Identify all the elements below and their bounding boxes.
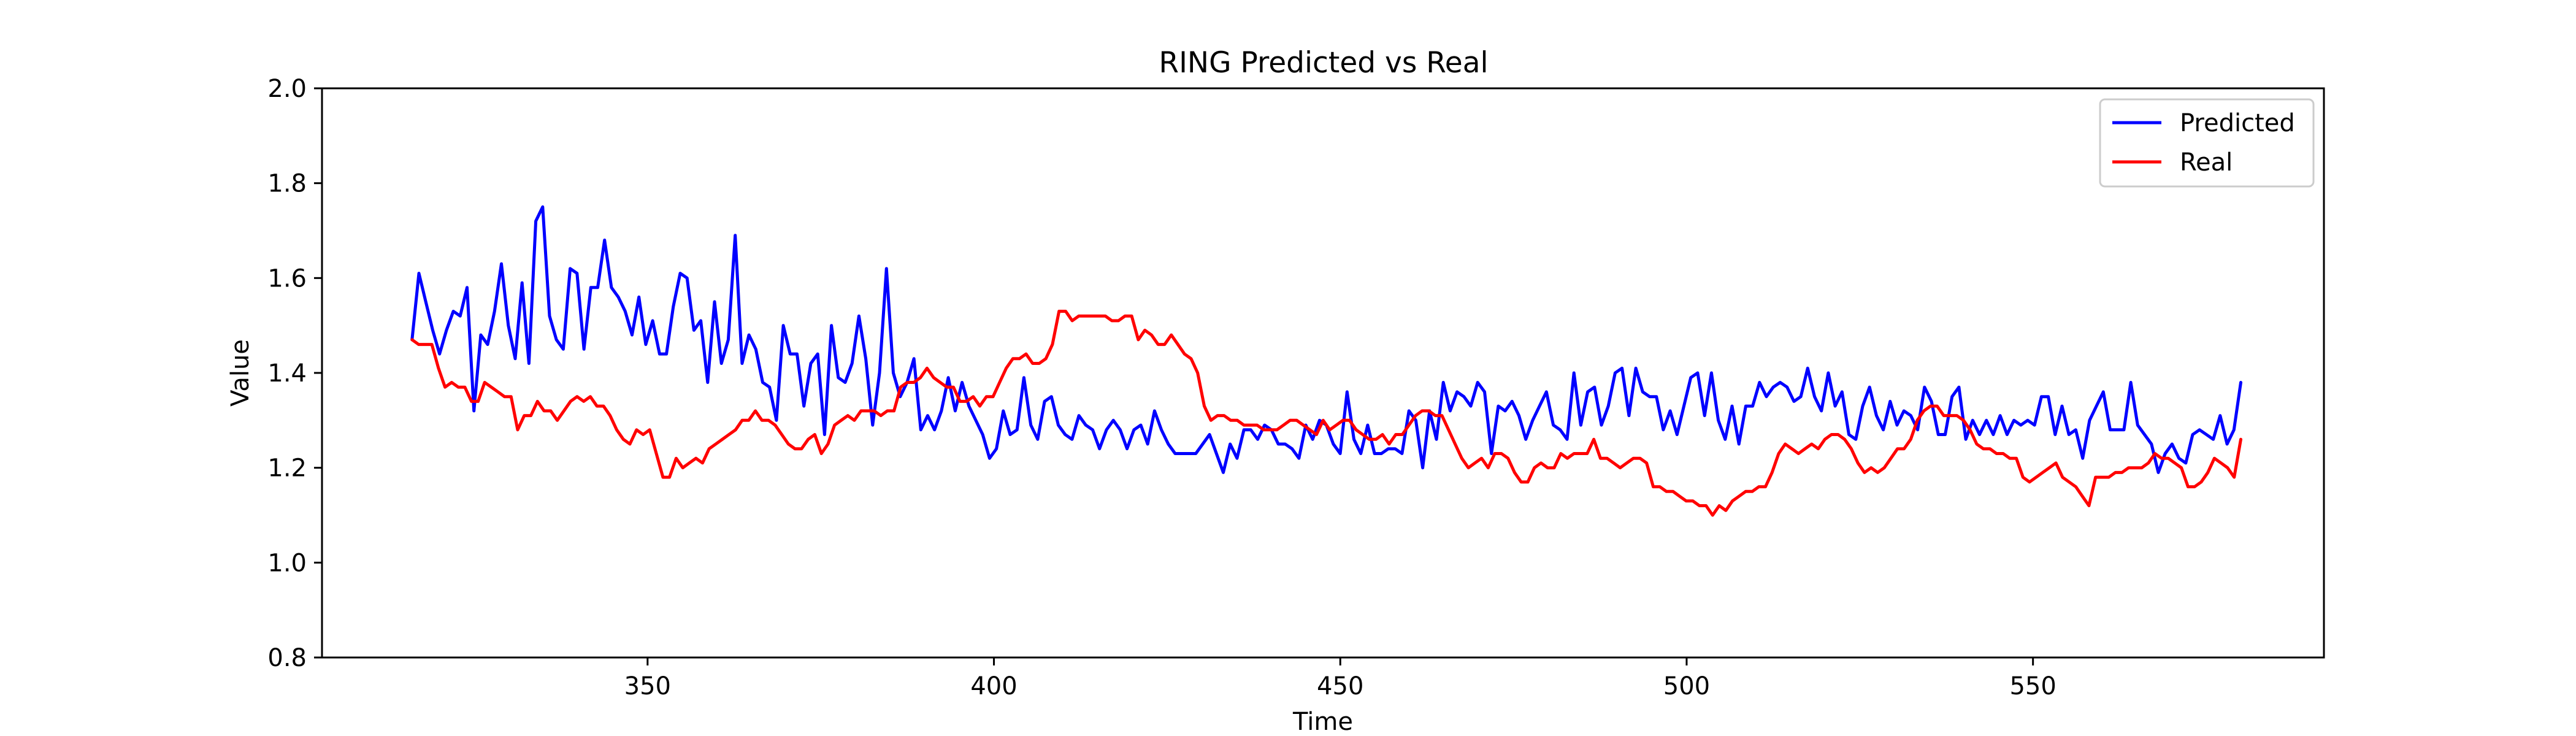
x-tick-label: 450 bbox=[1317, 672, 1363, 700]
y-tick-label: 1.8 bbox=[267, 170, 307, 198]
chart-title: RING Predicted vs Real bbox=[1159, 46, 1488, 80]
series-line-real bbox=[410, 310, 2242, 517]
y-tick-label: 2.0 bbox=[267, 75, 307, 103]
x-tick-label: 350 bbox=[624, 672, 671, 700]
y-tick-label: 1.6 bbox=[267, 264, 307, 293]
x-tick-label: 550 bbox=[2009, 672, 2056, 700]
legend-label-predicted: Predicted bbox=[2180, 109, 2295, 137]
y-tick-label: 1.4 bbox=[267, 359, 307, 388]
y-tick-label: 0.8 bbox=[267, 644, 307, 672]
x-tick-label: 500 bbox=[1663, 672, 1710, 700]
y-axis-label: Value bbox=[226, 339, 255, 407]
y-tick-label: 1.0 bbox=[267, 549, 307, 577]
x-axis: 350 400 450 500 550 bbox=[624, 657, 2057, 700]
x-axis-label: Time bbox=[1292, 708, 1353, 736]
y-axis: 0.8 1.0 1.2 1.4 1.6 1.8 2.0 bbox=[267, 75, 322, 672]
legend-label-real: Real bbox=[2180, 148, 2233, 177]
y-tick-label: 1.2 bbox=[267, 454, 307, 483]
plot-lines bbox=[410, 205, 2242, 517]
legend: Predicted Real bbox=[2099, 98, 2315, 188]
x-tick-label: 400 bbox=[970, 672, 1017, 700]
